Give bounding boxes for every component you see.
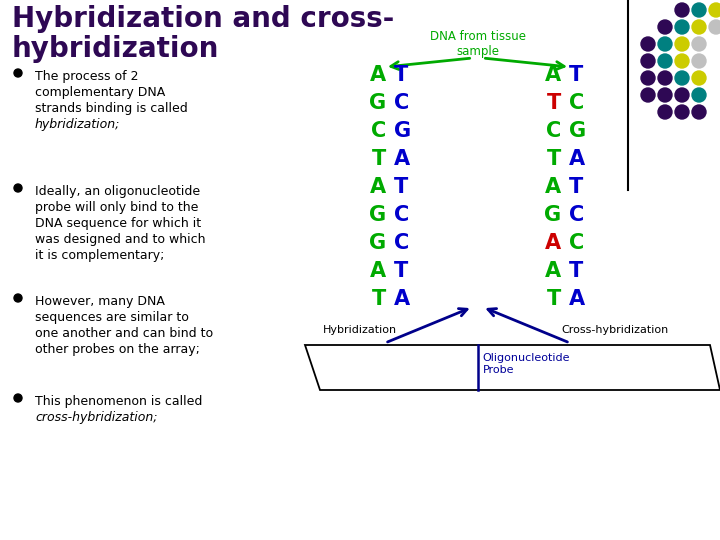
Circle shape	[641, 88, 655, 102]
Circle shape	[692, 3, 706, 17]
Circle shape	[641, 37, 655, 51]
Circle shape	[675, 3, 689, 17]
Text: C: C	[569, 205, 584, 225]
Text: T: T	[569, 65, 583, 85]
Text: A: A	[545, 233, 561, 253]
Text: T: T	[569, 261, 583, 281]
Text: T: T	[569, 177, 583, 197]
Circle shape	[675, 54, 689, 68]
Circle shape	[658, 88, 672, 102]
Text: A: A	[370, 65, 386, 85]
Text: T: T	[546, 289, 561, 309]
Text: However, many DNA: However, many DNA	[35, 295, 165, 308]
Text: T: T	[372, 149, 386, 169]
Circle shape	[14, 184, 22, 192]
Text: A: A	[545, 65, 561, 85]
Circle shape	[675, 88, 689, 102]
Text: G: G	[369, 233, 386, 253]
Text: was designed and to which: was designed and to which	[35, 233, 205, 246]
Text: A: A	[394, 289, 410, 309]
Text: one another and can bind to: one another and can bind to	[35, 327, 213, 340]
Circle shape	[14, 294, 22, 302]
Text: T: T	[546, 93, 561, 113]
Text: C: C	[371, 121, 386, 141]
Circle shape	[675, 20, 689, 34]
Text: C: C	[394, 233, 409, 253]
Text: A: A	[569, 289, 585, 309]
Circle shape	[692, 20, 706, 34]
Text: DNA from tissue
sample: DNA from tissue sample	[430, 30, 526, 58]
Text: complementary DNA: complementary DNA	[35, 86, 166, 99]
Circle shape	[692, 88, 706, 102]
Text: A: A	[545, 261, 561, 281]
Text: A: A	[569, 149, 585, 169]
Text: C: C	[569, 233, 584, 253]
Text: The process of 2: The process of 2	[35, 70, 138, 83]
Text: A: A	[370, 261, 386, 281]
Text: Ideally, an oligonucleotide: Ideally, an oligonucleotide	[35, 185, 200, 198]
Text: Hybridization: Hybridization	[323, 325, 397, 335]
Circle shape	[658, 37, 672, 51]
Text: G: G	[394, 121, 411, 141]
Text: it is complementary;: it is complementary;	[35, 249, 164, 262]
Circle shape	[692, 37, 706, 51]
Circle shape	[658, 71, 672, 85]
Text: T: T	[372, 289, 386, 309]
Text: A: A	[394, 149, 410, 169]
Text: T: T	[394, 261, 408, 281]
Text: G: G	[369, 205, 386, 225]
Text: hybridization: hybridization	[12, 35, 220, 63]
Text: T: T	[546, 149, 561, 169]
Circle shape	[658, 105, 672, 119]
Text: This phenomenon is called: This phenomenon is called	[35, 395, 202, 408]
Text: A: A	[370, 177, 386, 197]
Text: C: C	[546, 121, 561, 141]
Text: sequences are similar to: sequences are similar to	[35, 311, 189, 324]
Text: A: A	[545, 177, 561, 197]
Circle shape	[14, 394, 22, 402]
Text: C: C	[569, 93, 584, 113]
Text: strands binding is called: strands binding is called	[35, 102, 188, 115]
Circle shape	[692, 71, 706, 85]
Text: T: T	[394, 177, 408, 197]
Text: T: T	[394, 65, 408, 85]
Circle shape	[658, 54, 672, 68]
Text: hybridization;: hybridization;	[35, 118, 120, 131]
Text: G: G	[544, 205, 561, 225]
Text: C: C	[394, 93, 409, 113]
Circle shape	[709, 3, 720, 17]
Circle shape	[675, 71, 689, 85]
Circle shape	[692, 54, 706, 68]
Text: G: G	[569, 121, 586, 141]
Circle shape	[14, 69, 22, 77]
Circle shape	[709, 20, 720, 34]
Text: other probes on the array;: other probes on the array;	[35, 343, 200, 356]
Circle shape	[641, 54, 655, 68]
Circle shape	[658, 20, 672, 34]
Circle shape	[692, 105, 706, 119]
Text: C: C	[394, 205, 409, 225]
Text: Cross-hybridization: Cross-hybridization	[562, 325, 669, 335]
Text: cross-hybridization;: cross-hybridization;	[35, 411, 158, 424]
Circle shape	[641, 71, 655, 85]
Circle shape	[675, 37, 689, 51]
Text: Oligonucleotide
Probe: Oligonucleotide Probe	[482, 353, 570, 375]
Text: DNA sequence for which it: DNA sequence for which it	[35, 217, 201, 230]
Text: G: G	[369, 93, 386, 113]
Text: Hybridization and cross-: Hybridization and cross-	[12, 5, 395, 33]
Text: probe will only bind to the: probe will only bind to the	[35, 201, 199, 214]
Circle shape	[675, 105, 689, 119]
